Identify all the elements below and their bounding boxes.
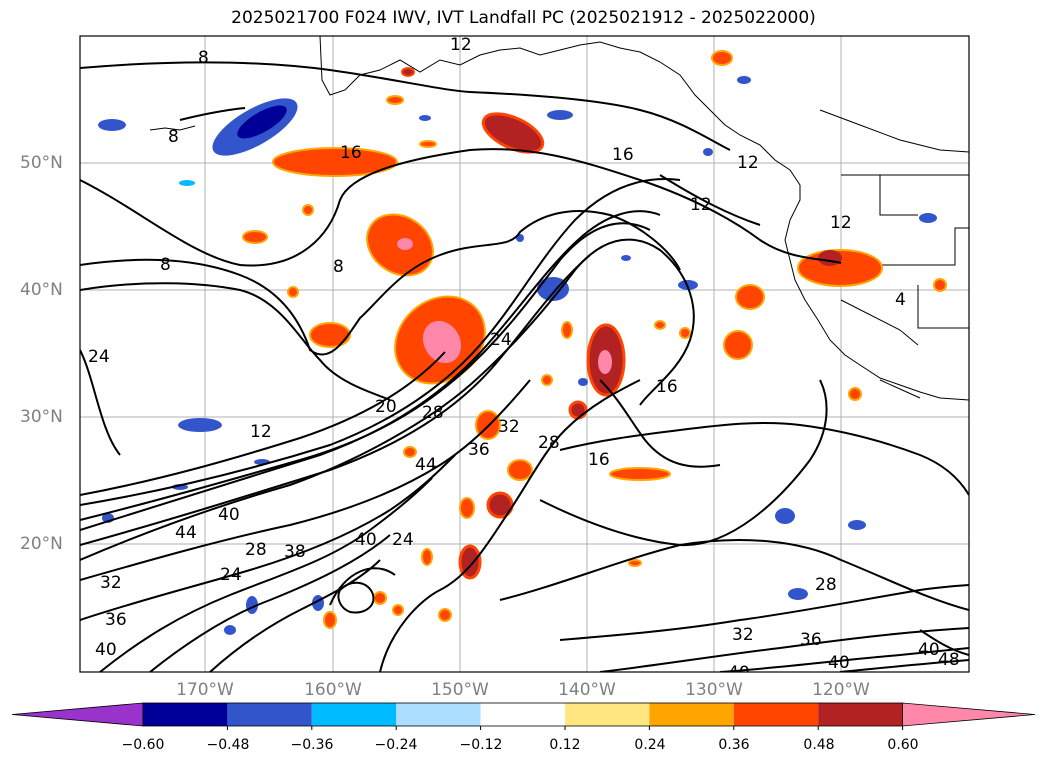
contour-label: 32 <box>732 625 754 645</box>
colorbar-tick-label: −0.60 <box>121 737 165 753</box>
contour-label: 28 <box>245 540 267 560</box>
contour-label: 8 <box>333 257 344 277</box>
contour-label: 24 <box>490 330 512 350</box>
contour-label: 16 <box>340 143 362 163</box>
contour-label: 48 <box>938 650 960 670</box>
contour-label: 12 <box>830 213 852 233</box>
contour-label: 40 <box>95 640 117 660</box>
colorbar-tick-label: 0.48 <box>803 737 835 753</box>
contour-lines <box>80 61 969 672</box>
lon-label: 120°W <box>812 680 870 700</box>
contour-label: 40 <box>918 640 940 660</box>
contour-label: 12 <box>450 35 472 55</box>
contour-label: 12 <box>737 153 759 173</box>
contour-label: 8 <box>198 48 209 68</box>
contour-label: 32 <box>498 417 520 437</box>
lat-label: 30°N <box>20 407 63 427</box>
contour-label: 20 <box>375 397 397 417</box>
contour-label: 16 <box>656 377 678 397</box>
contour-label: 24 <box>220 565 242 585</box>
contour-label: 36 <box>800 630 822 650</box>
lon-label: 130°W <box>685 680 743 700</box>
shaded-regions <box>98 50 947 635</box>
contour-label-group: 8 12 8 16 16 12 12 8 8 4 24 12 20 28 24 … <box>88 35 960 683</box>
contour-label: 28 <box>538 433 560 453</box>
lon-label: 160°W <box>304 680 362 700</box>
colorbar-tick-label: −0.36 <box>290 737 334 753</box>
lat-label: 20°N <box>20 534 63 554</box>
contour-label: 36 <box>105 610 127 630</box>
lon-label: 140°W <box>558 680 616 700</box>
colorbar-tick-label: −0.24 <box>374 737 418 753</box>
contour-label: 40 <box>728 663 750 683</box>
contour-label: 16 <box>612 145 634 165</box>
map-title: 2025021700 F024 IWV, IVT Landfall PC (20… <box>231 8 816 28</box>
contour-label: 28 <box>422 403 444 423</box>
lon-label: 170°W <box>176 680 234 700</box>
lat-label: 40°N <box>20 280 63 300</box>
map-frame <box>79 35 970 673</box>
colorbar-tick-label: 0.36 <box>718 737 750 753</box>
contour-label: 16 <box>588 450 610 470</box>
contour-label: 44 <box>415 455 437 475</box>
contour-label: 4 <box>895 290 906 310</box>
contour-label: 38 <box>284 542 306 562</box>
contour-label: 40 <box>828 653 850 673</box>
contour-label: 24 <box>392 530 414 550</box>
colorbar-tick-label: −0.48 <box>206 737 250 753</box>
contour-label: 36 <box>468 440 490 460</box>
contour-label: 32 <box>100 573 122 593</box>
coastline <box>149 36 969 401</box>
colorbar-tick-label: 0.12 <box>549 737 581 753</box>
colorbar-tick-label: 0.24 <box>634 737 666 753</box>
colorbar-tick-label: 0.60 <box>887 737 919 753</box>
lon-label: 150°W <box>431 680 489 700</box>
contour-label: 28 <box>815 575 837 595</box>
contour-label: 40 <box>355 530 377 550</box>
contour-label: 12 <box>250 422 272 442</box>
contour-label: 24 <box>88 347 110 367</box>
contour-label: 12 <box>690 195 712 215</box>
contour-label: 44 <box>175 523 197 543</box>
lat-label: 50°N <box>20 153 63 173</box>
colorbar-tick-label: −0.12 <box>459 737 503 753</box>
contour-label: 8 <box>168 127 179 147</box>
contour-label: 8 <box>160 255 171 275</box>
contour-label: 40 <box>218 505 240 525</box>
